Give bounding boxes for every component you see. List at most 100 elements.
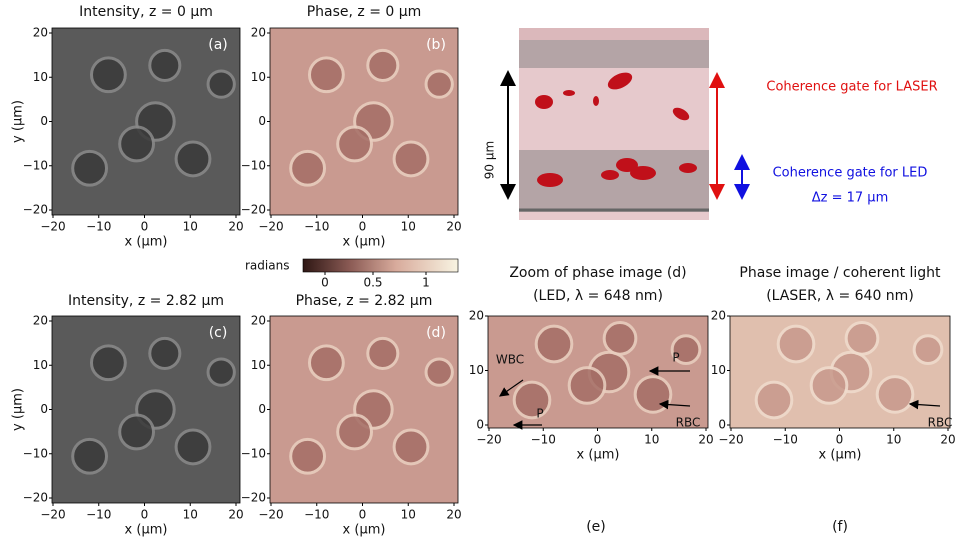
x-axis-label: x (µm) — [343, 235, 386, 250]
cell — [150, 50, 180, 80]
y-tick-label: −20 — [241, 203, 266, 217]
y-tick-label: 10 — [469, 363, 484, 377]
cell — [120, 415, 154, 449]
x-tick-label: 0 — [359, 508, 367, 522]
x-tick-label: −10 — [531, 433, 556, 447]
glass-layer — [519, 40, 709, 68]
cell — [604, 323, 636, 355]
y-tick-label: 0 — [718, 418, 726, 432]
cell — [368, 50, 398, 80]
x-tick-label: −10 — [304, 508, 329, 522]
cell — [394, 142, 428, 176]
colorbar-tick-label: 1 — [422, 276, 430, 290]
cell — [536, 326, 572, 362]
x-tick-label: 20 — [940, 433, 955, 447]
layer — [519, 28, 709, 40]
x-tick-label: 10 — [886, 433, 901, 447]
led-depth: Δz = 17 µm — [812, 191, 888, 206]
y-tick-label: 20 — [469, 309, 484, 323]
cell — [208, 71, 234, 97]
x-tick-label: −20 — [258, 508, 283, 522]
cell — [514, 382, 550, 418]
x-tick-label: 20 — [228, 220, 243, 234]
x-tick-label: 10 — [401, 508, 416, 522]
y-tick-label: 20 — [251, 26, 266, 40]
x-axis-label: x (µm) — [577, 448, 620, 463]
cell — [368, 338, 398, 368]
x-tick-label: −20 — [476, 433, 501, 447]
panel-title: (LASER, λ = 640 nm) — [766, 288, 914, 304]
cell — [176, 430, 210, 464]
x-tick-label: −10 — [304, 220, 329, 234]
colorbar-tick-label: 0 — [321, 276, 329, 290]
x-tick-label: 0 — [141, 508, 149, 522]
y-tick-label: 0 — [40, 402, 48, 416]
y-tick-label: 0 — [40, 114, 48, 128]
cell — [338, 415, 372, 449]
laser-label: Coherence gate for LASER — [766, 80, 937, 95]
x-tick-label: 20 — [698, 433, 713, 447]
panel-title: Phase, z = 2.82 µm — [296, 293, 433, 309]
panel-label: (e) — [586, 519, 606, 535]
cell — [91, 58, 125, 92]
y-tick-label: −20 — [23, 203, 48, 217]
cell — [338, 127, 372, 161]
panel-label: (d) — [426, 325, 446, 341]
colorbar-label: radians — [245, 259, 289, 273]
y-tick-label: 10 — [33, 358, 48, 372]
cell — [309, 58, 343, 92]
y-tick-label: 20 — [711, 309, 726, 323]
x-axis-label: x (µm) — [125, 235, 168, 250]
x-tick-label: −10 — [86, 220, 111, 234]
x-axis-label: x (µm) — [819, 448, 862, 463]
y-axis-label: y (µm) — [11, 388, 26, 431]
cell — [630, 166, 656, 180]
y-tick-label: 20 — [251, 314, 266, 328]
x-tick-label: 0 — [836, 433, 844, 447]
y-tick-label: −20 — [241, 491, 266, 505]
figure: 90 µm Coherence gate for LASER Coherence… — [0, 0, 970, 542]
cell — [563, 90, 575, 96]
x-tick-label: −20 — [258, 220, 283, 234]
y-tick-label: −10 — [23, 446, 48, 460]
cell — [593, 96, 599, 106]
x-tick-label: 0 — [594, 433, 602, 447]
cell — [208, 359, 234, 385]
x-tick-label: 10 — [183, 220, 198, 234]
x-tick-label: 10 — [183, 508, 198, 522]
panel-title: Intensity, z = 0 µm — [79, 4, 213, 20]
cell — [635, 377, 671, 413]
cell — [756, 382, 792, 418]
cell — [811, 368, 847, 404]
x-tick-label: −10 — [773, 433, 798, 447]
cell — [176, 142, 210, 176]
x-tick-label: 20 — [446, 220, 461, 234]
x-tick-label: 10 — [401, 220, 416, 234]
cell — [73, 439, 107, 473]
colorbar-tick-label: 0.5 — [363, 276, 382, 290]
cell — [309, 346, 343, 380]
cell — [291, 151, 325, 185]
y-tick-label: −10 — [241, 158, 266, 172]
y-tick-label: −20 — [23, 491, 48, 505]
y-tick-label: −10 — [241, 446, 266, 460]
panel-title: Intensity, z = 2.82 µm — [68, 293, 224, 309]
annotation: RBC — [676, 416, 701, 430]
cell — [394, 430, 428, 464]
panel-label: (b) — [426, 37, 446, 53]
cell — [426, 359, 452, 385]
cell — [150, 338, 180, 368]
x-tick-label: 20 — [446, 508, 461, 522]
panel-title: Zoom of phase image (d) — [509, 265, 686, 281]
cell — [778, 326, 814, 362]
colorbar — [303, 259, 458, 272]
x-tick-label: −10 — [86, 508, 111, 522]
y-tick-label: 10 — [251, 358, 266, 372]
panel-title: (LED, λ = 648 nm) — [533, 288, 663, 304]
y-tick-label: 20 — [33, 314, 48, 328]
x-axis-label: x (µm) — [343, 523, 386, 538]
cell — [291, 439, 325, 473]
panel-title: Phase image / coherent light — [739, 265, 941, 281]
x-tick-label: 0 — [359, 220, 367, 234]
x-tick-label: 20 — [228, 508, 243, 522]
